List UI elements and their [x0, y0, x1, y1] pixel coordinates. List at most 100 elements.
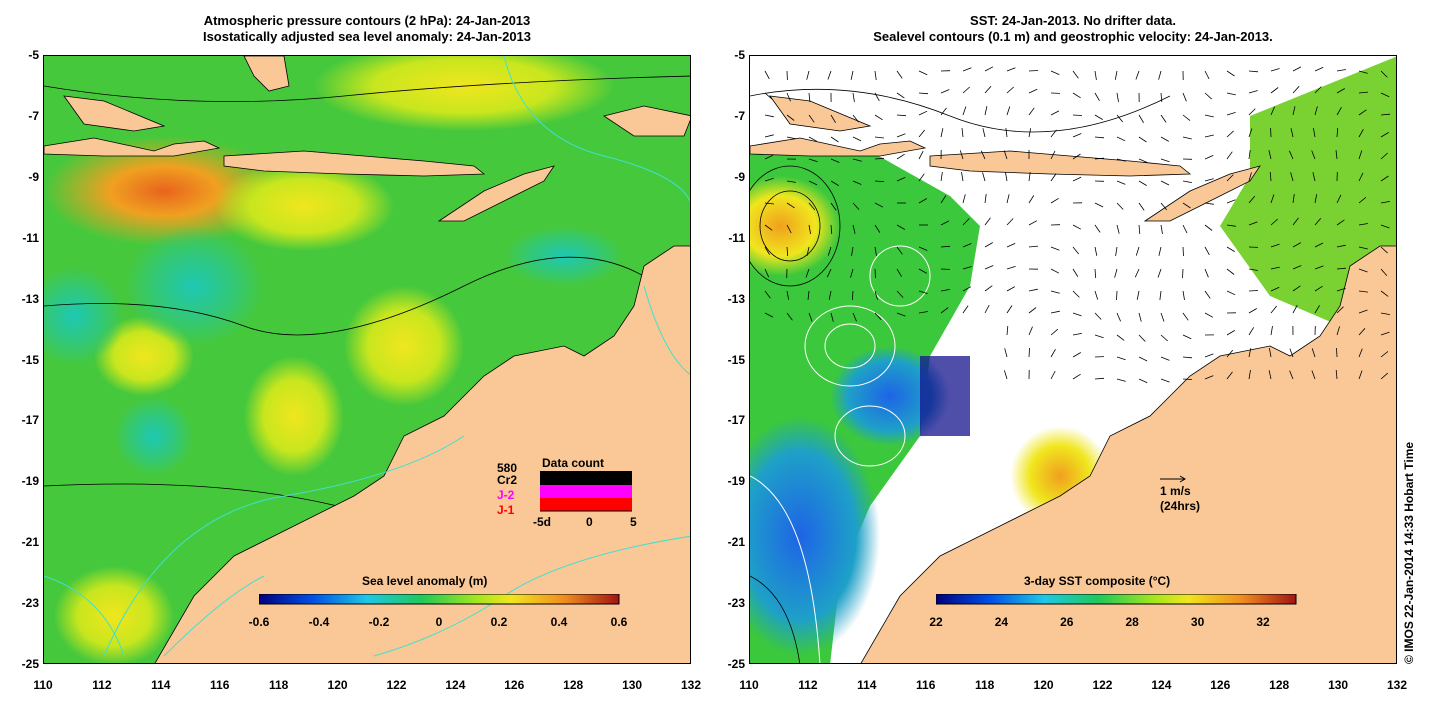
velocity-arrow [1336, 347, 1338, 358]
velocity-arrow [1358, 246, 1368, 250]
velocity-arrow [1050, 370, 1056, 380]
lon-tick-label: 124 [1151, 678, 1172, 692]
velocity-arrow [1380, 331, 1390, 336]
velocity-arrow [1380, 372, 1389, 380]
velocity-arrow [1336, 306, 1344, 314]
velocity-arrow [1182, 334, 1192, 340]
velocity-arrow [1028, 107, 1035, 116]
sst-cool-southwest [750, 416, 880, 656]
colorbar-tick-label: 0 [435, 615, 443, 629]
lon-tick-label: 110 [739, 678, 759, 692]
velocity-arrow [1226, 92, 1236, 96]
colorbar-tick-label: 28 [1125, 615, 1139, 629]
velocity-arrow [1182, 290, 1185, 300]
velocity-arrow [1204, 353, 1214, 358]
velocity-arrow [786, 136, 796, 140]
velocity-arrow [940, 128, 944, 138]
velocity-arrow [896, 114, 907, 117]
velocity-arrow [764, 224, 773, 231]
lon-tick-label: 112 [798, 678, 818, 692]
lon-tick-label: 130 [1328, 678, 1349, 692]
velocity-arrow [1050, 310, 1060, 314]
velocity-arrow [808, 202, 816, 211]
velocity-arrow [852, 114, 859, 123]
lat-tick-label: -9 [28, 169, 39, 184]
velocity-arrow [1072, 373, 1081, 380]
velocity-arrow [1094, 157, 1105, 160]
velocity-arrow [1248, 128, 1253, 138]
velocity-arrow [961, 128, 964, 138]
velocity-arrow [940, 172, 943, 182]
sea-level-anomaly-svg [44, 56, 690, 663]
colorbar-tick-label: 0.6 [610, 615, 628, 629]
velocity-arrow [1292, 217, 1299, 226]
velocity-arrow [1094, 136, 1105, 139]
velocity-arrow [1358, 91, 1369, 94]
sla-colorbar [259, 594, 620, 605]
velocity-arrow [962, 266, 972, 270]
lat-tick-label: -5 [28, 48, 39, 62]
anomaly-low-3 [114, 396, 194, 476]
velocity-arrow [962, 305, 969, 314]
anomaly-yellow-5 [344, 286, 464, 406]
velocity-arrow [1116, 224, 1120, 234]
velocity-arrow [1358, 268, 1368, 273]
velocity-arrow [962, 218, 970, 226]
lon-tick-label: 112 [92, 678, 112, 692]
velocity-arrow [764, 92, 773, 100]
velocity-arrow [1006, 106, 1011, 116]
lat-tick-label: -9 [734, 169, 745, 184]
velocity-arrow [1314, 285, 1323, 292]
velocity-arrow [1335, 150, 1338, 160]
velocity-arrow [1248, 172, 1252, 182]
velocity-arrow [1248, 195, 1256, 204]
velocity-arrow [1028, 195, 1035, 204]
velocity-arrow [1160, 356, 1170, 361]
velocity-arrow [1358, 109, 1367, 116]
lat-tick-label: -13 [21, 291, 39, 306]
sst-colorbar-label: 3-day SST composite (°C) [1024, 574, 1171, 588]
velocity-arrow [1050, 328, 1059, 336]
velocity-arrow [918, 311, 928, 314]
velocity-arrow [1158, 246, 1162, 256]
timor-island-sst [1143, 165, 1261, 222]
velocity-arrow [1072, 333, 1082, 336]
anomaly-yellow-2 [314, 56, 614, 131]
lon-tick-label: 114 [151, 678, 171, 692]
velocity-arrow [1094, 224, 1101, 233]
velocity-arrow [1292, 265, 1302, 270]
velocity-arrow [874, 114, 883, 121]
colorbar-tick-label: 0.4 [550, 615, 568, 629]
velocity-arrow [940, 289, 950, 292]
velocity-arrow [1050, 290, 1060, 294]
velocity-arrow [1226, 112, 1236, 116]
velocity-arrow [1138, 180, 1147, 186]
velocity-arrow [852, 92, 855, 102]
velocity-arrow [962, 286, 972, 292]
velocity-arrow [1159, 290, 1162, 300]
colorbar-tick-label: -0.4 [308, 615, 330, 629]
velocity-arrow [1050, 129, 1057, 138]
velocity-arrow [1270, 305, 1278, 314]
velocity-arrow [896, 224, 905, 230]
velocity-arrow [1380, 113, 1391, 116]
sulawesi-island-sst [769, 95, 872, 132]
northern-islands [243, 56, 690, 137]
velocity-arrow [1248, 70, 1259, 73]
velocity-arrow [874, 180, 885, 182]
velocity-arrow [826, 268, 832, 278]
velocity-arrow [1094, 334, 1104, 339]
velocity-arrow [1050, 349, 1056, 358]
velocity-arrow [1358, 129, 1364, 138]
velocity-arrow [984, 194, 987, 204]
right-title-line1: SST: 24-Jan-2013. No drifter data. [970, 13, 1176, 28]
velocity-arrow [1028, 245, 1039, 248]
velocity-arrow [1094, 246, 1098, 256]
velocity-arrow [1135, 70, 1140, 80]
velocity-arrow [1248, 268, 1258, 271]
velocity-arrow [1004, 370, 1008, 380]
velocity-arrow [918, 129, 926, 138]
velocity-arrow [896, 312, 906, 317]
velocity-arrow [1072, 153, 1081, 160]
velocity-arrow [1028, 347, 1030, 358]
